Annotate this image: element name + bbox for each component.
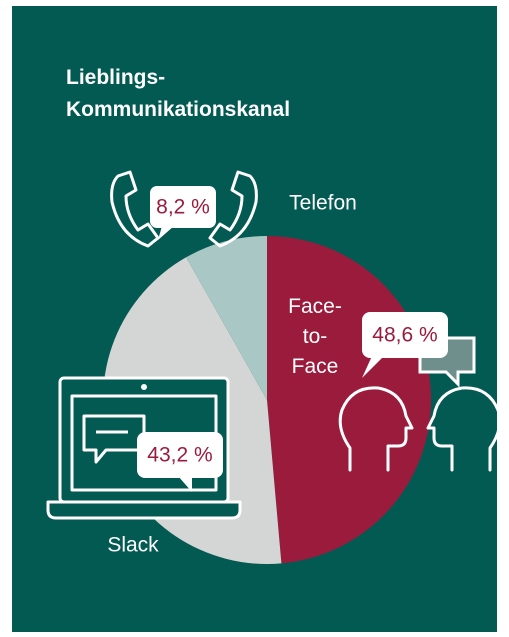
laptop-base <box>46 500 242 520</box>
chart-title: Lieblings-Kommunikationskanal <box>66 66 291 121</box>
chat-icon <box>82 414 146 464</box>
head-icon <box>338 386 414 472</box>
value-label: 8,2 % <box>156 196 210 219</box>
bubble-tail <box>362 356 384 378</box>
phone-icon <box>208 170 258 248</box>
pie-slice <box>186 236 267 400</box>
bubble-tail <box>178 476 192 492</box>
bubble <box>362 312 448 358</box>
labels: 48,6 % 43,2 % Slack 8,2 % Telefon <box>107 192 437 557</box>
category-label: Slack <box>107 534 159 557</box>
value-label: 43,2 % <box>147 444 212 467</box>
bubble <box>150 186 216 228</box>
category-label: Telefon <box>289 192 357 215</box>
category-label: Face-to-Face <box>288 295 342 378</box>
bubble <box>137 432 223 478</box>
camera <box>141 384 147 390</box>
phone-icon <box>110 170 160 248</box>
icons <box>46 170 502 520</box>
head-icon <box>426 386 502 472</box>
value-label: 48,6 % <box>372 324 437 347</box>
bubble-tail <box>158 226 174 240</box>
